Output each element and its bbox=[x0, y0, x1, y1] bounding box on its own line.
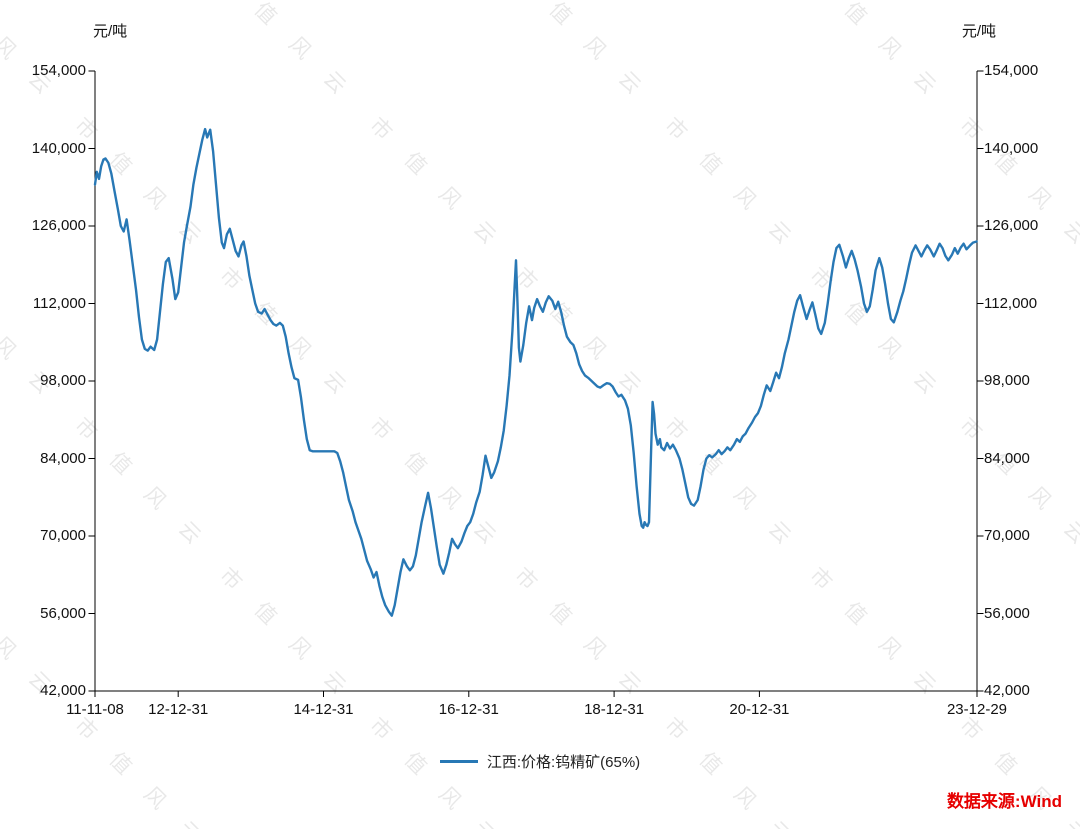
y-axis-unit-left: 元/吨 bbox=[93, 23, 128, 40]
y-axis-tick-label-left: 84,000 bbox=[40, 449, 86, 467]
y-axis-tick-label-right: 98,000 bbox=[984, 372, 1030, 389]
y-axis-tick-label-left: 112,000 bbox=[32, 294, 86, 312]
y-axis-tick-label-left: 56,000 bbox=[40, 604, 86, 622]
y-axis-unit-right: 元/吨 bbox=[961, 23, 996, 40]
x-axis-tick-label: 16-12-31 bbox=[438, 701, 499, 718]
legend-label: 江西:价格:钨精矿(65%) bbox=[486, 754, 641, 771]
y-axis-tick-label-left: 126,000 bbox=[31, 217, 86, 234]
x-axis-tick-label: 11-11-08 bbox=[66, 701, 124, 718]
y-axis-tick-label-right: 154,000 bbox=[984, 62, 1039, 79]
y-axis-tick-label-right: 84,000 bbox=[984, 449, 1030, 467]
data-source-label: 数据来源:Wind bbox=[946, 792, 1062, 811]
y-axis-tick-label-left: 140,000 bbox=[31, 139, 86, 157]
legend-line-marker bbox=[439, 760, 478, 763]
x-axis-tick-label: 12-12-31 bbox=[148, 701, 209, 718]
x-axis-tick-label: 18-12-31 bbox=[584, 701, 645, 718]
price-series-line bbox=[93, 127, 978, 617]
x-axis-tick-label: 14-12-31 bbox=[293, 701, 354, 718]
y-axis-tick-label-left: 70,000 bbox=[40, 527, 86, 544]
y-axis-tick-label-right: 56,000 bbox=[984, 604, 1030, 622]
x-axis-tick-label: 20-12-31 bbox=[729, 701, 790, 718]
y-axis-tick-label-right: 140,000 bbox=[984, 139, 1039, 157]
legend: 江西:价格:钨精矿(65%) bbox=[0, 751, 1080, 772]
y-axis-tick-label-left: 98,000 bbox=[40, 372, 86, 389]
y-axis-tick-label-left: 154,000 bbox=[31, 62, 86, 79]
y-axis-tick-label-right: 112,000 bbox=[984, 294, 1038, 312]
y-axis-tick-label-right: 70,000 bbox=[984, 527, 1030, 544]
y-axis-tick-label-right: 126,000 bbox=[984, 217, 1039, 234]
y-axis-tick-label-right: 42,000 bbox=[984, 682, 1030, 699]
x-axis-tick-label: 23-12-29 bbox=[946, 701, 1008, 718]
y-axis-tick-label-left: 42,000 bbox=[40, 682, 86, 699]
